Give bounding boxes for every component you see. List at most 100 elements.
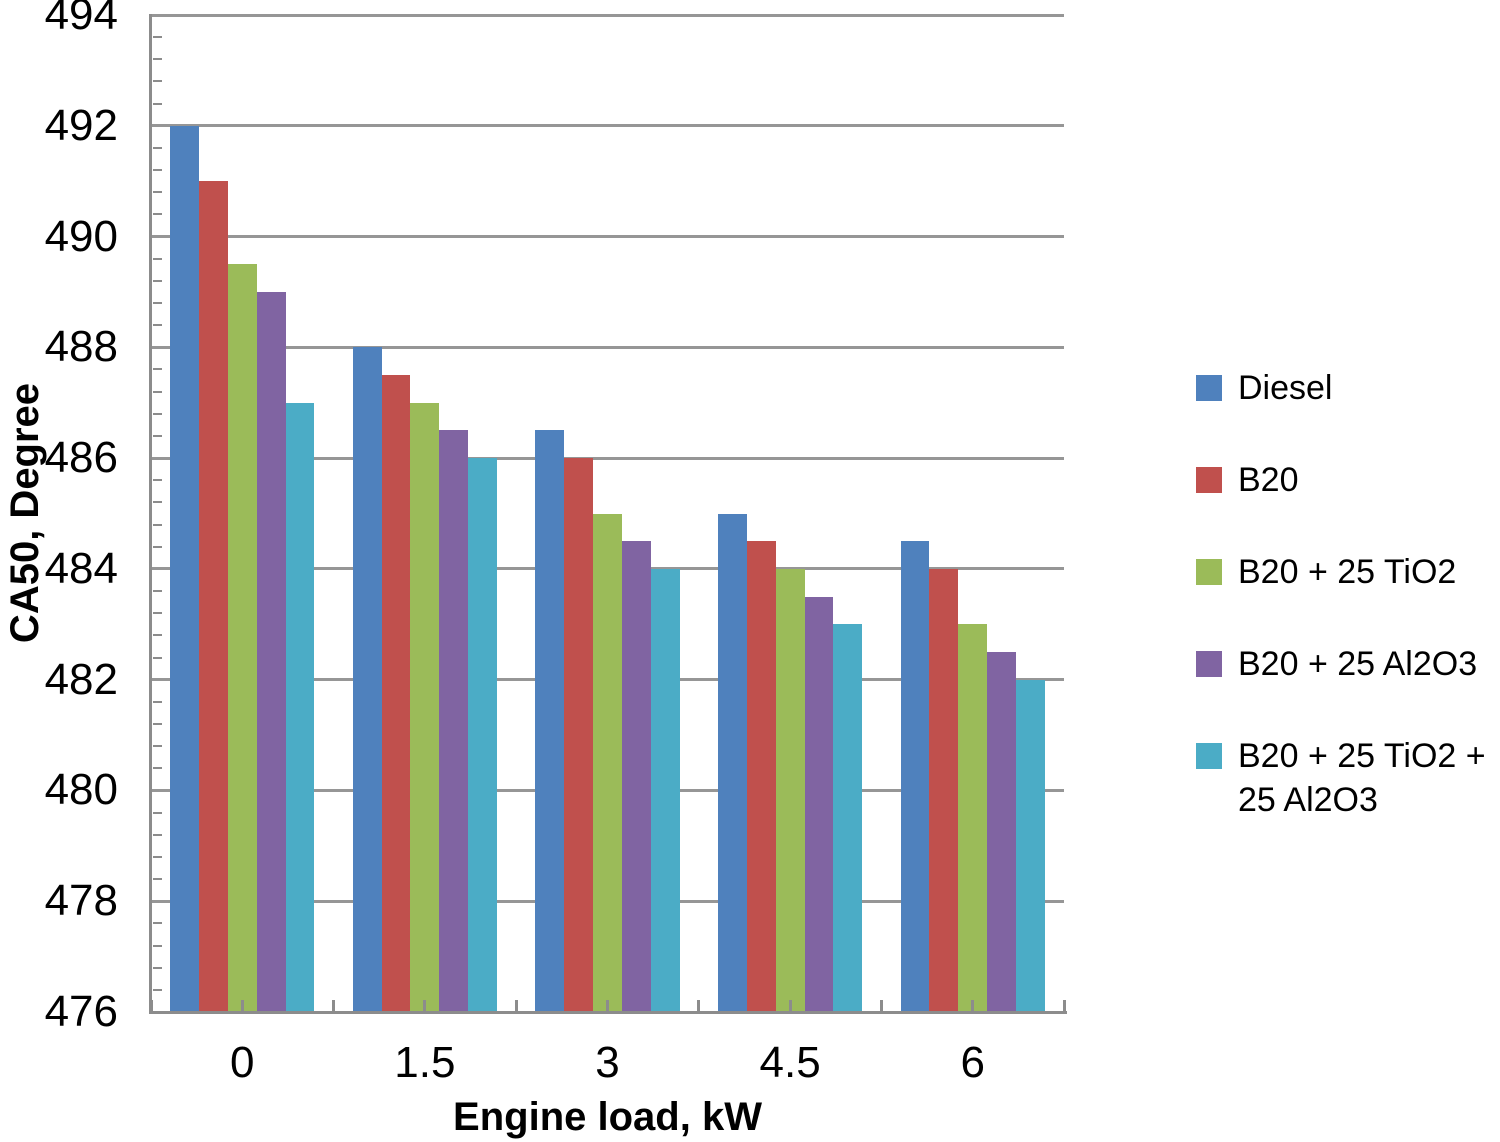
bar-1.5kW-series-1 bbox=[352, 347, 382, 1012]
y-axis-minor-tick bbox=[153, 811, 162, 814]
legend-swatch-icon bbox=[1196, 743, 1222, 769]
x-axis-tick bbox=[606, 1000, 609, 1012]
y-axis-minor-tick bbox=[153, 590, 162, 593]
y-axis-minor-tick bbox=[153, 146, 162, 149]
y-axis-minor-tick bbox=[153, 612, 162, 615]
x-axis-tick bbox=[332, 1000, 336, 1012]
bar-6kW-series-3 bbox=[958, 624, 988, 1012]
legend-label: B20 + 25 TiO2 + 25 Al2O3 bbox=[1238, 737, 1486, 819]
bar-3kW-series-3 bbox=[593, 513, 622, 1012]
bar-4.5kW-series-2 bbox=[746, 541, 776, 1012]
y-axis-tick-label: 482 bbox=[44, 654, 118, 704]
x-axis-tick bbox=[788, 1000, 792, 1012]
bar-0kW-series-2 bbox=[199, 181, 228, 1012]
bar-4.5kW-series-4 bbox=[804, 596, 834, 1012]
bar-0kW-series-3 bbox=[227, 264, 257, 1012]
y-axis-minor-tick bbox=[153, 634, 162, 637]
bar-6kW-series-2 bbox=[929, 568, 959, 1012]
y-axis-tick-label: 476 bbox=[44, 987, 118, 1036]
y-axis-tick-label: 494 bbox=[44, 0, 118, 39]
y-axis-minor-tick bbox=[153, 523, 162, 526]
bar-1.5kW-series-2 bbox=[381, 375, 411, 1012]
y-gridline bbox=[151, 235, 1064, 239]
y-axis-minor-tick bbox=[153, 855, 162, 858]
x-axis-tick bbox=[514, 1000, 518, 1012]
legend-swatch-icon bbox=[1196, 467, 1222, 493]
y-axis-tick-label: 490 bbox=[44, 211, 118, 261]
legend: Diesel B20 B20 + 25 TiO2 B20 + 25 Al2O3 B20 … bbox=[1196, 366, 1500, 870]
bar-6kW-series-5 bbox=[1015, 679, 1045, 1012]
bar-3kW-series-2 bbox=[564, 458, 594, 1012]
legend-item: B20 + 25 TiO2 bbox=[1196, 550, 1500, 594]
y-axis-minor-tick bbox=[153, 700, 162, 703]
x-axis-tick bbox=[1062, 1000, 1066, 1012]
legend-item: B20 + 25 TiO2 + 25 Al2O3 bbox=[1196, 734, 1500, 822]
x-axis-tick bbox=[697, 1000, 701, 1012]
x-axis-tick bbox=[240, 1000, 244, 1012]
y-axis-line bbox=[149, 14, 152, 1014]
y-axis-minor-tick bbox=[153, 878, 162, 881]
legend-swatch-icon bbox=[1196, 559, 1222, 585]
bar-3kW-series-4 bbox=[621, 541, 651, 1012]
x-axis-line bbox=[149, 1011, 1067, 1014]
bar-1.5kW-series-5 bbox=[468, 458, 498, 1012]
x-axis-tick-label: 6 bbox=[960, 1038, 985, 1087]
y-axis-minor-tick bbox=[153, 102, 162, 105]
bar-4.5kW-series-3 bbox=[775, 568, 805, 1012]
y-axis-minor-tick bbox=[153, 213, 162, 216]
y-axis-minor-tick bbox=[153, 767, 162, 770]
y-axis-tick-label: 492 bbox=[44, 100, 118, 150]
y-axis-minor-tick bbox=[153, 545, 162, 548]
bar-4.5kW-series-5 bbox=[833, 624, 863, 1012]
legend-swatch-icon bbox=[1196, 651, 1222, 677]
y-axis-minor-tick bbox=[153, 169, 162, 172]
y-gridline bbox=[151, 456, 1064, 460]
y-gridline bbox=[151, 13, 1064, 17]
bar-0kW-series-5 bbox=[285, 402, 315, 1012]
x-axis-tick bbox=[423, 1000, 427, 1012]
x-axis-tick bbox=[971, 1000, 975, 1012]
y-axis-minor-tick bbox=[153, 833, 162, 836]
x-axis-tick-label: 3 bbox=[595, 1038, 620, 1087]
bar-4.5kW-series-1 bbox=[717, 513, 747, 1012]
legend-label: B20 + 25 Al2O3 bbox=[1238, 645, 1478, 683]
x-axis-tick-label: 1.5 bbox=[394, 1038, 456, 1087]
bar-3kW-series-1 bbox=[535, 430, 565, 1012]
legend-label: B20 + 25 TiO2 bbox=[1238, 553, 1457, 591]
y-axis-minor-tick bbox=[153, 656, 162, 659]
y-axis-minor-tick bbox=[153, 944, 162, 947]
y-axis-tick-label: 488 bbox=[44, 322, 118, 372]
x-axis-tick-label: 0 bbox=[230, 1038, 255, 1087]
y-axis-minor-tick bbox=[153, 257, 162, 260]
y-axis-minor-tick bbox=[153, 412, 162, 415]
legend-label: B20 bbox=[1238, 461, 1299, 499]
y-axis-minor-tick bbox=[153, 80, 162, 83]
y-axis-minor-tick bbox=[153, 922, 162, 925]
y-axis-minor-tick bbox=[153, 501, 162, 504]
y-axis-minor-tick bbox=[153, 324, 162, 327]
y-axis-minor-tick bbox=[153, 279, 162, 282]
bar-3kW-series-5 bbox=[650, 568, 680, 1012]
bar-6kW-series-1 bbox=[900, 541, 930, 1012]
bar-1.5kW-series-3 bbox=[410, 402, 440, 1012]
bar-1.5kW-series-4 bbox=[439, 430, 469, 1012]
y-axis-tick-label: 486 bbox=[44, 433, 118, 483]
x-axis-tick bbox=[149, 1000, 153, 1012]
y-axis-tick-label: 484 bbox=[44, 543, 118, 593]
y-axis-minor-tick bbox=[153, 745, 162, 748]
legend-item: B20 + 25 Al2O3 bbox=[1196, 642, 1500, 686]
y-axis-minor-tick bbox=[153, 36, 162, 39]
y-axis-minor-tick bbox=[153, 966, 162, 969]
y-axis-minor-tick bbox=[153, 368, 162, 371]
x-axis-tick-label: 4.5 bbox=[759, 1038, 821, 1087]
y-axis-minor-tick bbox=[153, 988, 162, 991]
y-axis-minor-tick bbox=[153, 302, 162, 305]
y-axis-tick-label: 480 bbox=[44, 765, 118, 815]
bar-0kW-series-1 bbox=[170, 125, 200, 1012]
y-axis-minor-tick bbox=[153, 722, 162, 725]
y-gridline bbox=[151, 345, 1064, 349]
y-axis-minor-tick bbox=[153, 479, 162, 482]
legend-label: Diesel bbox=[1238, 369, 1333, 407]
